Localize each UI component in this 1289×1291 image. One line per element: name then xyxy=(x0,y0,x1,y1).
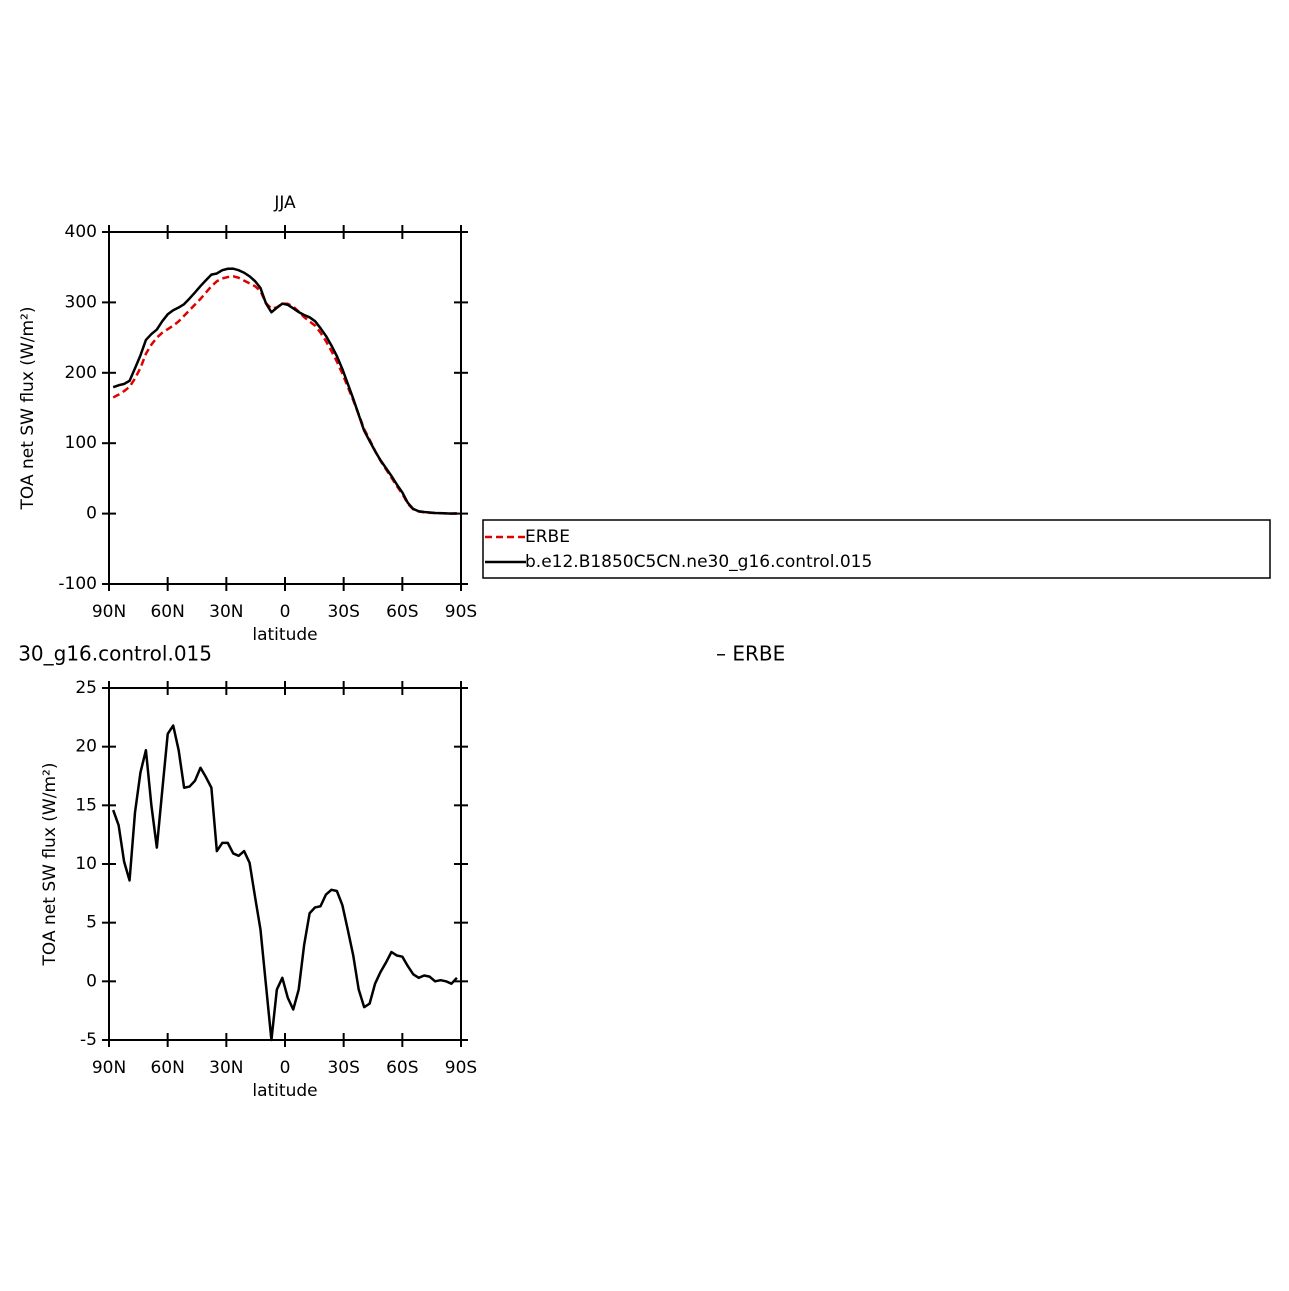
x-tick-label: 90S xyxy=(445,602,477,622)
x-axis-label: latitude xyxy=(252,1081,317,1101)
y-tick-label: 200 xyxy=(65,363,97,383)
y-tick-label: 0 xyxy=(86,504,97,524)
y-tick-label: 15 xyxy=(75,795,97,815)
x-tick-label: 90N xyxy=(92,602,126,622)
series-line xyxy=(112,267,457,515)
x-axis-label: latitude xyxy=(252,625,317,645)
x-tick-label: 60S xyxy=(386,1058,418,1078)
x-tick-label: 90S xyxy=(445,1058,477,1078)
y-tick-label: -5 xyxy=(80,1030,97,1050)
x-tick-label: 60S xyxy=(386,602,418,622)
y-tick-label: 5 xyxy=(86,913,97,933)
legend-label: ERBE xyxy=(525,527,570,547)
chart-title: 30_g16.control.015 xyxy=(18,642,212,666)
y-axis-label: TOA net SW flux (W/m²) xyxy=(18,307,38,511)
x-tick-label: 30N xyxy=(209,602,243,622)
series-line xyxy=(112,724,458,1042)
y-tick-label: -100 xyxy=(58,574,97,594)
y-tick-label: 20 xyxy=(75,737,97,757)
x-tick-label: 90N xyxy=(92,1058,126,1078)
y-tick-label: 100 xyxy=(65,433,97,453)
plot-frame xyxy=(108,231,462,585)
x-tick-label: 30N xyxy=(209,1058,243,1078)
x-tick-label: 30S xyxy=(327,602,359,622)
legend-box xyxy=(482,519,1271,579)
y-tick-label: 0 xyxy=(86,971,97,991)
series-line xyxy=(112,275,457,515)
x-tick-label: 60N xyxy=(150,1058,184,1078)
y-tick-label: 300 xyxy=(65,292,97,312)
chart-title: JJA xyxy=(273,193,296,213)
y-tick-label: 10 xyxy=(75,854,97,874)
x-tick-label: 30S xyxy=(327,1058,359,1078)
y-tick-label: 400 xyxy=(65,222,97,242)
x-tick-label: 60N xyxy=(150,602,184,622)
y-tick-label: 25 xyxy=(75,678,97,698)
x-tick-label: 0 xyxy=(280,602,291,622)
chart-title-right: – ERBE xyxy=(716,642,785,666)
legend-label: b.e12.B1850C5CN.ne30_g16.control.015 xyxy=(525,552,872,572)
x-tick-label: 0 xyxy=(280,1058,291,1078)
y-axis-label: TOA net SW flux (W/m²) xyxy=(40,763,60,967)
